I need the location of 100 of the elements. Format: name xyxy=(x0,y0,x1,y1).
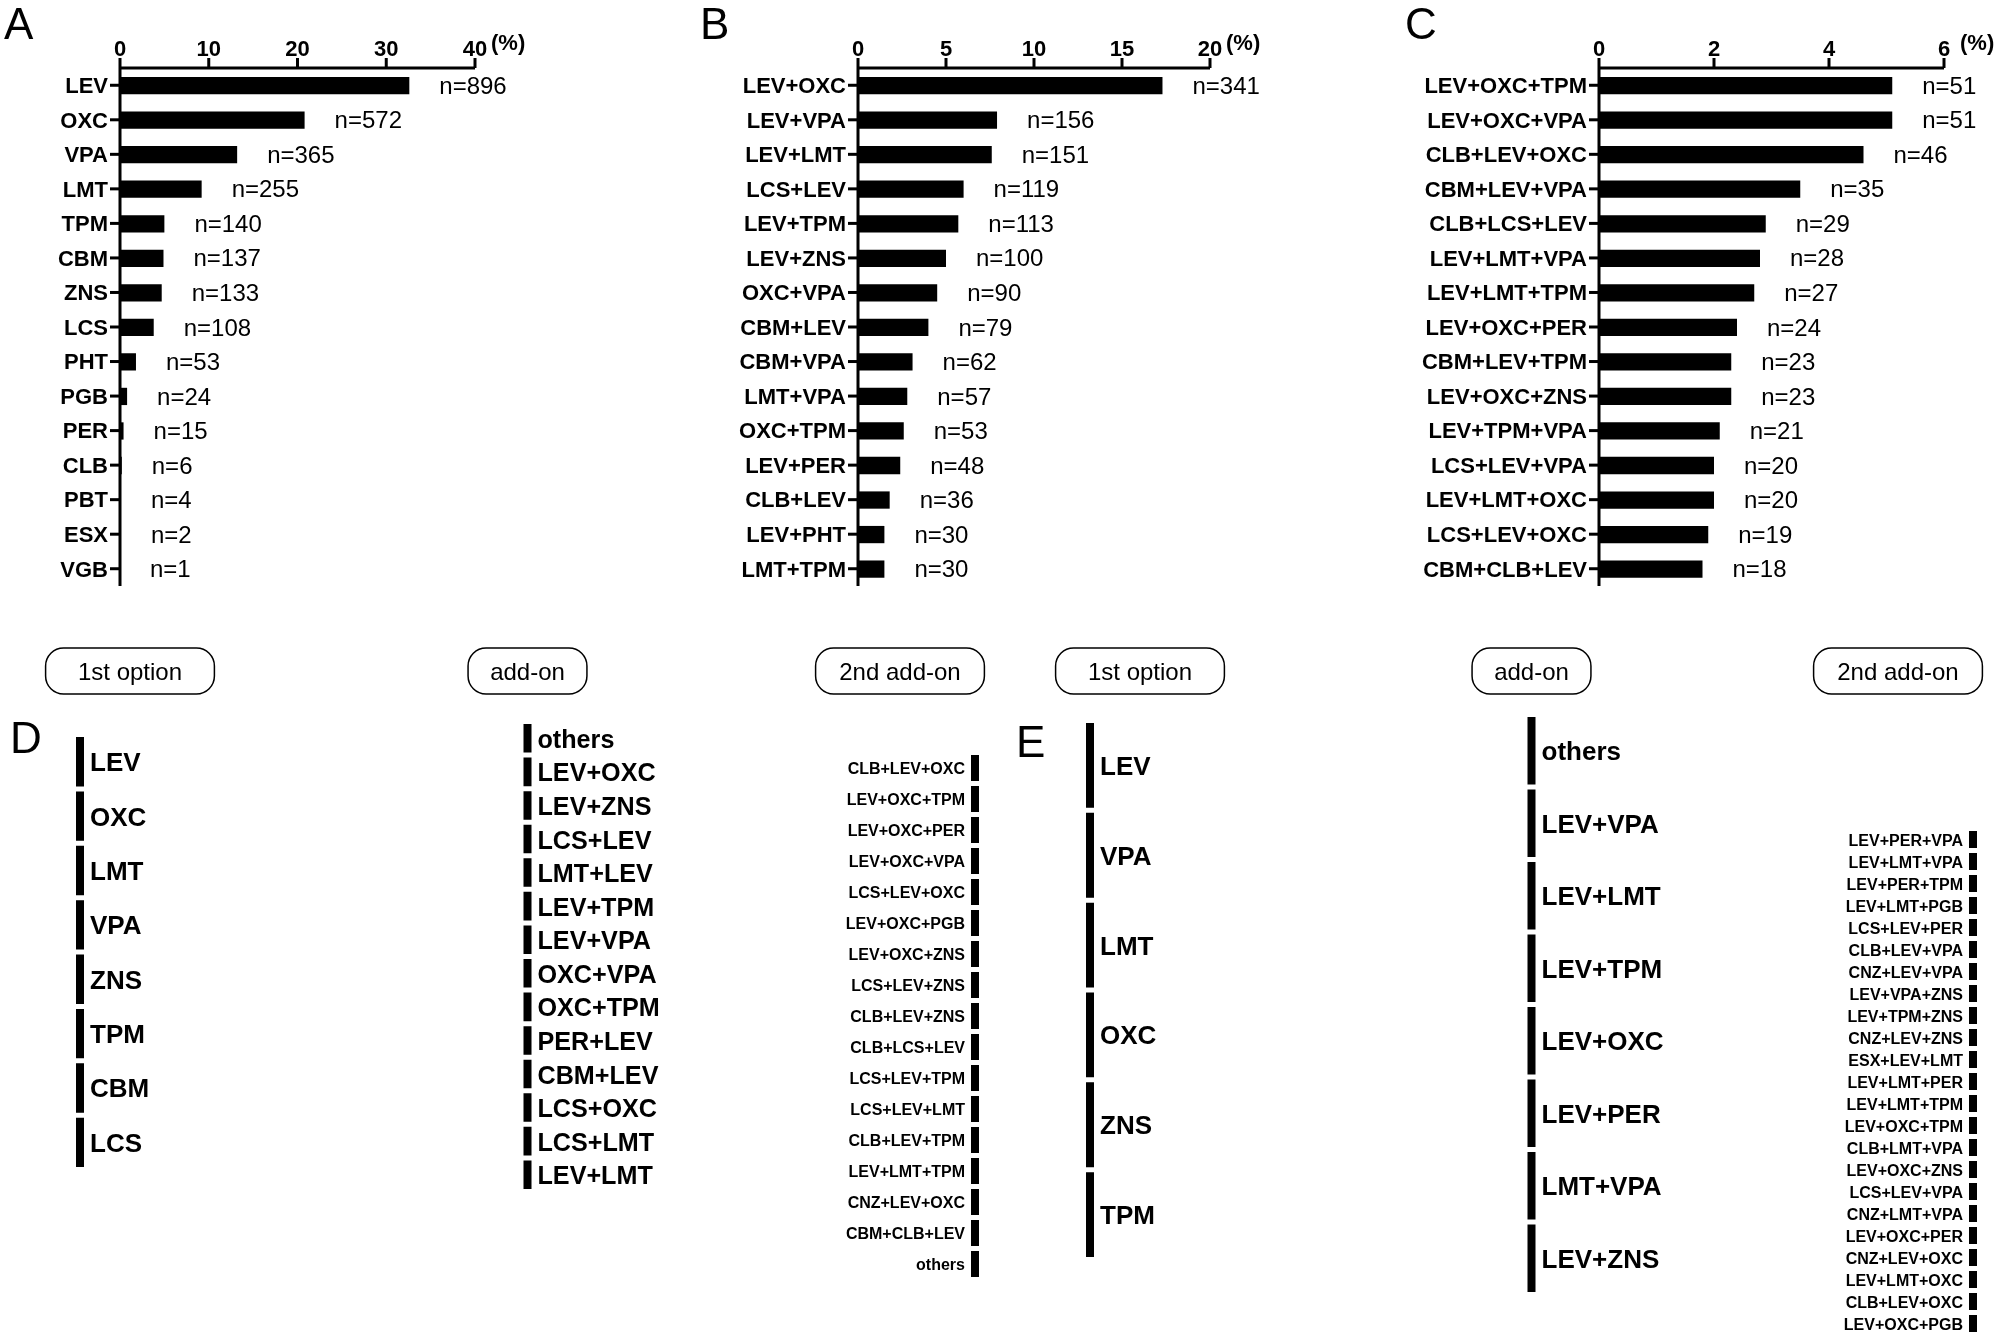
text: CLB+LCS+LEV xyxy=(850,1039,965,1056)
text: LEV+TPM+ZNS xyxy=(1847,1007,1963,1025)
text: CNZ+LEV+OXC xyxy=(1845,1249,1963,1267)
x-axis-title: (%) xyxy=(1960,30,1995,56)
text: E xyxy=(1016,717,1046,766)
text: LEV+LMT+OXC xyxy=(1845,1271,1963,1289)
text: LEV+PER+TPM xyxy=(1846,875,1963,893)
annotation: n=79 xyxy=(958,313,1013,341)
y-tick-label: LEV+ZNS xyxy=(746,245,846,271)
text: LEV+OXC xyxy=(537,758,656,787)
annotation: n=572 xyxy=(334,106,403,134)
y-tick-label: PER xyxy=(62,418,109,444)
text: LEV+LMT+VPA xyxy=(1848,853,1963,871)
y-tick-label: OXC+TPM xyxy=(739,418,846,444)
text: LEV+VPA+ZNS xyxy=(1849,985,1963,1003)
text: LMT+LEV xyxy=(537,859,653,888)
y-tick-label: LCS+LEV+OXC xyxy=(1426,522,1588,548)
annotation: n=341 xyxy=(1192,71,1260,99)
text: others xyxy=(1541,736,1621,767)
annotation: n=21 xyxy=(1749,417,1804,445)
text: LCS+LEV+OXC xyxy=(848,884,965,901)
x-tick-label: 15 xyxy=(1109,36,1135,61)
text: CBM+CLB+LEV xyxy=(845,1225,965,1242)
text: LCS+LEV xyxy=(537,825,652,854)
x-tick-label: 0 xyxy=(113,36,127,61)
text: LMT xyxy=(1100,930,1154,961)
annotation: n=896 xyxy=(439,71,507,99)
y-tick-label: LEV+VPA xyxy=(746,107,847,133)
annotation: n=23 xyxy=(1761,348,1816,376)
y-tick-label: CBM+LEV xyxy=(740,314,847,340)
text: LEV+OXC+ZNS xyxy=(1846,1161,1963,1179)
y-tick-label: VGB xyxy=(60,556,108,582)
annotation: n=4 xyxy=(150,486,192,514)
text: LCS+LEV+PER xyxy=(1848,919,1963,937)
text: LEV+VPA xyxy=(1541,808,1659,839)
category-label: add-on xyxy=(490,657,565,685)
annotation: n=53 xyxy=(933,417,988,445)
y-tick-label: CBM+LEV+TPM xyxy=(1421,349,1587,375)
text: CNZ+LEV+OXC xyxy=(847,1194,965,1211)
y-tick-label: ZNS xyxy=(64,280,108,306)
y-tick-label: LEV+LMT+TPM xyxy=(1426,280,1587,306)
category-label: 1st option xyxy=(1087,657,1193,685)
text: LEV xyxy=(90,747,141,778)
text: LEV+LMT+TPM xyxy=(1846,1095,1963,1113)
y-tick-label: LEV+OXC+ZNS xyxy=(1426,383,1587,409)
annotation: n=6 xyxy=(151,451,193,479)
text: LEV+TPM xyxy=(1541,953,1663,984)
annotation: n=35 xyxy=(1830,175,1885,203)
y-tick-label: LCS+LEV+VPA xyxy=(1430,452,1588,478)
text: LEV+TPM xyxy=(537,892,655,921)
text: LCS+LEV+ZNS xyxy=(851,977,965,994)
y-tick-label: LMT xyxy=(62,176,109,202)
annotation: n=156 xyxy=(1027,106,1095,134)
annotation: n=100 xyxy=(976,244,1044,272)
text: LCS+LEV+LMT xyxy=(850,1101,965,1118)
y-tick-label: LEV+TPM+VPA xyxy=(1428,418,1588,444)
annotation: n=46 xyxy=(1893,140,1948,168)
y-tick-label: CLB xyxy=(62,452,108,478)
category-label: 2nd add-on xyxy=(839,657,961,685)
text: LEV+OXC xyxy=(1541,1026,1664,1057)
category-label: 2nd add-on xyxy=(1837,657,1959,685)
y-tick-label: CBM+LEV+VPA xyxy=(1424,176,1588,202)
text: LCS+LEV+VPA xyxy=(1849,1183,1963,1201)
text: LEV+LMT+PGB xyxy=(1845,897,1963,915)
text: LEV+OXC+VPA xyxy=(848,853,965,870)
text: ESX+LEV+LMT xyxy=(1848,1051,1963,1069)
annotation: n=15 xyxy=(153,417,208,445)
text: LCS+LEV+TPM xyxy=(849,1070,965,1087)
annotation: n=62 xyxy=(942,348,997,376)
text: OXC xyxy=(1100,1020,1157,1051)
text: OXC+VPA xyxy=(537,959,657,988)
y-tick-label: OXC+VPA xyxy=(741,280,847,306)
text: TPM xyxy=(90,1019,145,1050)
x-tick-label: 30 xyxy=(374,36,399,61)
annotation: n=2 xyxy=(150,520,192,548)
y-tick-label: CLB+LCS+LEV xyxy=(1429,211,1588,237)
text: LCS+LMT xyxy=(537,1127,655,1156)
text: LEV+VPA xyxy=(537,926,651,955)
y-tick-label: LEV+LMT xyxy=(745,142,847,168)
annotation: n=28 xyxy=(1790,244,1845,272)
chart-title: B xyxy=(700,0,730,48)
y-tick-label: LEV+PER xyxy=(745,452,847,478)
text: LEV+OXC+PER xyxy=(847,822,965,839)
y-tick-label: CLB+LEV+OXC xyxy=(1425,142,1588,168)
text: CNZ+LEV+ZNS xyxy=(1848,1029,1963,1047)
annotation: n=51 xyxy=(1922,71,1977,99)
text: LEV+PER xyxy=(1541,1098,1661,1129)
y-tick-label: PGB xyxy=(60,383,108,409)
annotation: n=30 xyxy=(914,520,969,548)
text: CLB+LEV+ZNS xyxy=(850,1008,965,1025)
y-tick-label: PBT xyxy=(64,487,109,513)
text: LEV+PER+VPA xyxy=(1848,831,1963,849)
text: CLB+LEV+VPA xyxy=(1848,941,1963,959)
text: CNZ+LMT+VPA xyxy=(1846,1205,1963,1223)
x-tick-label: 5 xyxy=(939,36,953,61)
text: LMT xyxy=(90,855,144,886)
text: ZNS xyxy=(90,964,142,995)
x-axis-title: (%) xyxy=(491,30,526,56)
text: PER+LEV xyxy=(537,1026,653,1055)
text: CLB+LEV+OXC xyxy=(847,760,965,777)
